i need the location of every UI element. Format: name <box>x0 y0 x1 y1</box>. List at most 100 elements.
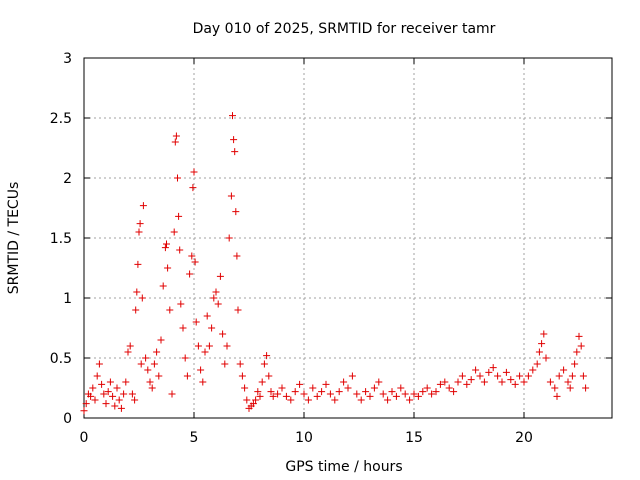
data-point <box>243 396 251 404</box>
data-point <box>498 378 506 386</box>
data-point <box>100 390 108 398</box>
data-point <box>128 390 136 398</box>
data-point <box>300 390 308 398</box>
data-point <box>489 364 497 372</box>
data-point <box>155 372 163 380</box>
data-point <box>511 380 519 388</box>
data-point <box>366 392 374 400</box>
data-point <box>115 396 123 404</box>
data-point <box>269 392 277 400</box>
y-tick-label: 3 <box>63 51 72 67</box>
data-point <box>179 324 187 332</box>
y-tick-label: 1 <box>63 291 72 307</box>
data-point <box>555 372 563 380</box>
data-point <box>189 184 197 192</box>
data-point <box>287 396 295 404</box>
data-point <box>159 282 167 290</box>
data-point <box>388 388 396 396</box>
data-point <box>348 372 356 380</box>
data-point <box>538 340 546 348</box>
data-point <box>210 294 218 302</box>
data-point <box>520 378 528 386</box>
data-point <box>113 384 121 392</box>
data-point <box>313 392 321 400</box>
data-point <box>183 372 191 380</box>
data-point <box>507 376 515 384</box>
data-point <box>225 234 233 242</box>
data-point <box>146 378 154 386</box>
data-point <box>142 354 150 362</box>
data-point <box>197 366 205 374</box>
data-point <box>494 372 502 380</box>
data-point <box>241 384 249 392</box>
data-point <box>401 390 409 398</box>
data-point <box>575 332 583 340</box>
y-tick-label: 1.5 <box>50 231 72 247</box>
data-point <box>148 384 156 392</box>
data-point <box>542 354 550 362</box>
data-point <box>485 368 493 376</box>
data-point <box>335 388 343 396</box>
data-point <box>397 384 405 392</box>
data-point <box>432 388 440 396</box>
data-point <box>450 388 458 396</box>
data-point <box>171 138 179 146</box>
data-point <box>546 378 554 386</box>
x-axis-label: GPS time / hours <box>285 459 402 475</box>
y-tick-label: 2 <box>63 171 72 187</box>
data-point <box>322 380 330 388</box>
data-point <box>516 372 524 380</box>
data-point <box>436 380 444 388</box>
data-point <box>172 132 180 140</box>
data-point <box>267 388 275 396</box>
data-point <box>137 360 145 368</box>
data-points <box>80 112 590 415</box>
data-point <box>223 342 231 350</box>
data-point <box>392 392 400 400</box>
data-point <box>566 384 574 392</box>
y-tick-label: 0.5 <box>50 351 72 367</box>
data-point <box>582 384 590 392</box>
data-point <box>89 384 97 392</box>
data-point <box>454 378 462 386</box>
data-point <box>120 390 128 398</box>
data-point <box>238 372 246 380</box>
data-point <box>126 342 134 350</box>
x-tick-label: 5 <box>190 430 199 446</box>
data-point <box>254 388 262 396</box>
data-point <box>164 264 172 272</box>
data-point <box>233 252 241 260</box>
data-point <box>560 366 568 374</box>
data-point <box>157 336 165 344</box>
data-point <box>410 390 418 398</box>
data-point <box>480 378 488 386</box>
data-point <box>232 208 240 216</box>
data-point <box>291 388 299 396</box>
data-point <box>191 258 199 266</box>
data-point <box>256 392 264 400</box>
data-point <box>564 378 572 386</box>
data-point <box>174 174 181 182</box>
data-point <box>134 260 142 268</box>
data-point <box>161 244 169 252</box>
data-point <box>362 388 370 396</box>
data-point <box>208 324 216 332</box>
data-point <box>414 392 422 400</box>
data-point <box>274 390 282 398</box>
x-tick-label: 0 <box>80 430 89 446</box>
data-point <box>82 400 90 408</box>
data-point <box>445 384 453 392</box>
data-point <box>260 360 268 368</box>
data-point <box>568 372 576 380</box>
data-point <box>170 228 178 236</box>
data-point <box>214 300 222 308</box>
data-point <box>540 330 548 338</box>
data-point <box>304 396 312 404</box>
data-point <box>163 240 170 248</box>
data-point <box>573 348 581 356</box>
data-point <box>467 376 475 384</box>
data-point <box>472 366 480 374</box>
data-point <box>153 348 161 356</box>
